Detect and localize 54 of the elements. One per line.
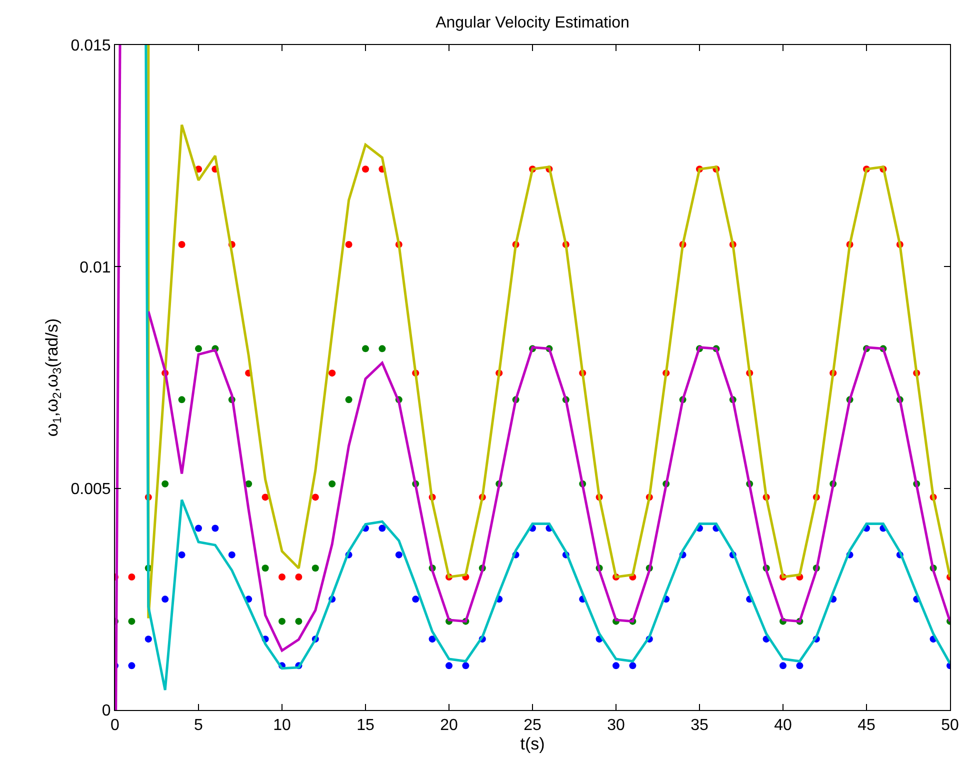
x-tick-label: 5 xyxy=(194,717,204,734)
point xyxy=(395,551,402,558)
point xyxy=(428,636,436,643)
point xyxy=(378,345,386,352)
point xyxy=(228,551,236,558)
x-tick-label: 20 xyxy=(440,717,458,734)
point xyxy=(312,564,319,572)
point xyxy=(295,618,302,625)
x-tick-label: 50 xyxy=(941,717,959,734)
point xyxy=(128,662,136,670)
point xyxy=(780,662,786,670)
point xyxy=(362,345,369,352)
point xyxy=(178,241,186,248)
point xyxy=(446,662,452,670)
point xyxy=(128,618,136,625)
point xyxy=(796,662,804,670)
point xyxy=(162,480,169,488)
point xyxy=(629,662,636,670)
point xyxy=(328,480,336,488)
x-axis-title: t(s) xyxy=(520,734,545,754)
point xyxy=(195,345,202,352)
point xyxy=(178,396,186,404)
x-tick-label: 30 xyxy=(607,717,625,734)
point xyxy=(362,166,369,173)
point xyxy=(128,574,136,580)
point xyxy=(278,618,286,625)
point xyxy=(178,551,186,558)
point xyxy=(144,636,152,643)
point xyxy=(462,662,470,670)
x-tick-label: 15 xyxy=(356,717,374,734)
y-tick-label: 0.015 xyxy=(70,38,111,55)
x-tick-label: 40 xyxy=(774,717,792,734)
chart-title: Angular Velocity Estimation xyxy=(436,14,630,32)
point xyxy=(328,370,336,377)
point xyxy=(378,524,386,532)
point xyxy=(345,396,352,404)
point xyxy=(278,574,286,580)
point xyxy=(195,524,202,532)
y-tick-label: 0.005 xyxy=(70,480,111,498)
y-tick-label: 0.01 xyxy=(80,259,111,276)
point xyxy=(262,494,269,501)
x-tick-label: 10 xyxy=(273,717,291,734)
point xyxy=(412,596,420,603)
point xyxy=(612,662,620,670)
point xyxy=(312,494,319,501)
point xyxy=(345,241,352,248)
point xyxy=(212,524,219,532)
point xyxy=(162,596,169,603)
x-tick-label: 25 xyxy=(524,717,542,734)
point xyxy=(262,564,269,572)
x-tick-label: 35 xyxy=(690,717,708,734)
point xyxy=(295,574,302,580)
y-tick-label: 0 xyxy=(102,702,111,720)
x-tick-label: 45 xyxy=(858,717,876,734)
